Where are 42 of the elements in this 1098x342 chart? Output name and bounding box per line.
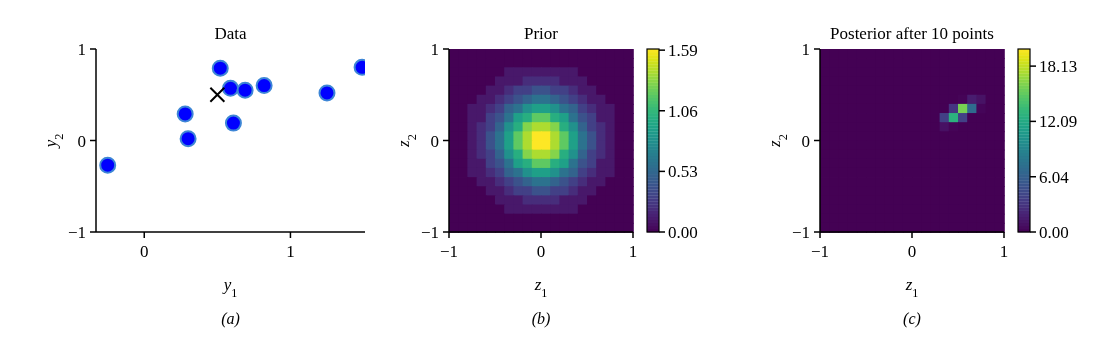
y-tick-label: 0 xyxy=(801,131,810,151)
point xyxy=(99,156,117,174)
y-tick-label: 1 xyxy=(430,40,439,59)
point xyxy=(179,130,197,148)
text: (c) xyxy=(903,310,921,328)
chart-title: Posterior after 10 points xyxy=(830,24,994,43)
x-tick-label: 0 xyxy=(536,242,546,261)
chart-title: Data xyxy=(214,24,247,43)
x-tick-label: 0 xyxy=(907,242,917,261)
color-bar-label: 6.04 xyxy=(1039,167,1070,187)
y-tick-label: −1 xyxy=(67,223,86,242)
x-axis-title: z$_{1}$ xyxy=(533,275,548,300)
point xyxy=(255,77,273,95)
text: (b) xyxy=(531,310,551,328)
point xyxy=(222,79,239,97)
point xyxy=(176,105,194,123)
color-bar-label: 0.00 xyxy=(668,223,698,242)
y-tick-label: −1 xyxy=(791,223,810,242)
x-tick-label: 1 xyxy=(628,242,638,261)
color-bar-label: 12.09 xyxy=(1039,112,1078,132)
x-tick-label: 1 xyxy=(286,242,295,261)
color-bar-label: 1.59 xyxy=(668,41,698,61)
point xyxy=(318,84,336,102)
point xyxy=(211,59,229,77)
point xyxy=(224,114,242,132)
color-bar-label: 0.53 xyxy=(668,162,698,182)
chart-title: Prior xyxy=(524,24,559,43)
color-bar-label: 0.00 xyxy=(1039,223,1069,242)
x-axis-title: y$_{1}$ xyxy=(221,275,238,300)
color-bar-label: 1.06 xyxy=(668,101,698,121)
x-tick-label: 0 xyxy=(139,242,149,261)
point xyxy=(236,81,254,99)
y-tick-label: 1 xyxy=(801,40,810,59)
text: (a) xyxy=(221,310,240,328)
point xyxy=(209,86,226,103)
color-bar-label: 18.13 xyxy=(1039,57,1078,77)
y-tick-label: −1 xyxy=(420,223,439,242)
x-tick-label: 1 xyxy=(999,242,1009,261)
x-axis-title: z$_{1}$ xyxy=(904,275,919,300)
y-tick-label: 1 xyxy=(77,40,86,59)
y-tick-label: 0 xyxy=(77,131,86,151)
y-tick-label: 0 xyxy=(430,131,439,151)
